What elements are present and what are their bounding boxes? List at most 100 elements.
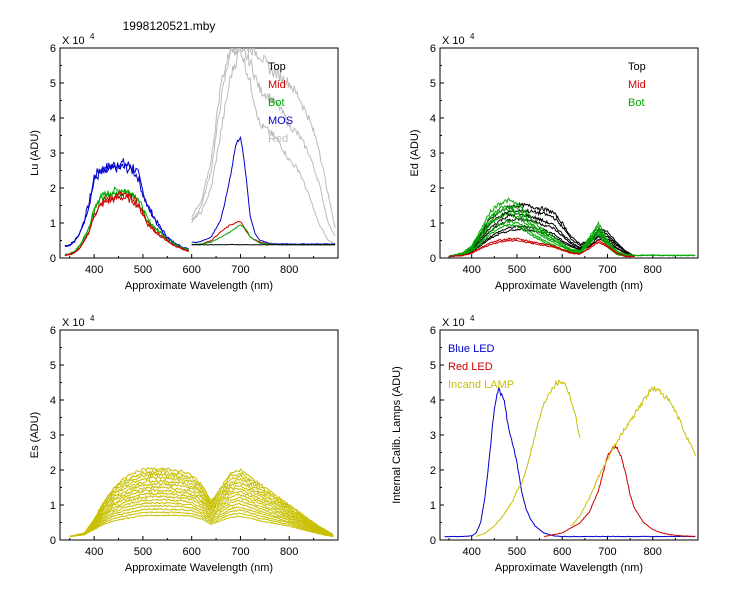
series-line-mos-b <box>64 162 189 250</box>
y-tick-label: 3 <box>430 148 436 160</box>
x-tick-label: 700 <box>231 264 249 276</box>
legend-entry-bot: Bot <box>628 97 645 109</box>
x-tick-label: 700 <box>598 264 616 276</box>
series-line-es-11 <box>69 479 334 537</box>
series-line-mos2 <box>191 135 336 245</box>
series-line-bot2 <box>191 224 336 246</box>
series-line-es-1 <box>69 510 334 538</box>
y-tick-label: 1 <box>50 500 56 512</box>
series-line-blue-led <box>444 387 696 538</box>
series-line-red2 <box>191 48 336 245</box>
x-tick-label: 600 <box>553 264 571 276</box>
series-line-es-4 <box>69 501 334 538</box>
series-line-es-2 <box>69 507 334 537</box>
x-axis-label: Approximate Wavelength (nm) <box>125 280 273 292</box>
plot-area <box>64 48 336 257</box>
x-tick-label: 500 <box>508 264 526 276</box>
series-line-es-5 <box>69 498 334 537</box>
legend-entry-top: Top <box>628 61 646 73</box>
legend-entry-mid: Mid <box>268 79 286 91</box>
plot-area <box>448 197 696 258</box>
series-line-incand-lamp-b <box>570 386 696 527</box>
series-line-bot-c <box>448 219 635 257</box>
x-axis-label: Approximate Wavelength (nm) <box>495 562 643 574</box>
y-tick-label: 0 <box>50 253 56 265</box>
series-line-red <box>191 48 336 237</box>
exponent-label: X 10 <box>62 35 85 47</box>
y-tick-label: 5 <box>430 360 436 372</box>
x-tick-label: 400 <box>85 546 103 558</box>
exponent-power: 4 <box>90 32 95 41</box>
x-tick-label: 800 <box>280 264 298 276</box>
series-line-red3 <box>191 48 336 229</box>
x-tick-label: 700 <box>598 546 616 558</box>
series-line-bot-c-b <box>448 223 635 257</box>
exponent-power: 4 <box>470 314 475 323</box>
series-line-mid-a <box>449 237 635 258</box>
x-tick-label: 800 <box>644 264 662 276</box>
series-line-incand-lamp-a <box>475 379 581 538</box>
y-tick-label: 3 <box>50 430 56 442</box>
y-tick-label: 0 <box>50 535 56 547</box>
y-tick-label: 6 <box>50 325 56 337</box>
y-tick-label: 4 <box>430 395 436 407</box>
panel-lu: 0 1 2 3 4 5 6 400 500 600 700 800 Approximate Wavele… <box>29 19 339 292</box>
legend-entry-top: Top <box>268 61 286 73</box>
plot-frame <box>59 47 339 259</box>
series-line-mid-b <box>64 193 189 257</box>
exponent-power: 4 <box>470 32 475 41</box>
y-tick-label: 2 <box>50 183 56 195</box>
y-tick-label: 5 <box>50 78 56 90</box>
y-axis-label: Ed (ADU) <box>409 129 421 176</box>
exponent-label: X 10 <box>442 35 465 47</box>
x-tick-label: 600 <box>183 264 201 276</box>
y-tick-label: 0 <box>430 535 436 547</box>
y-tick-label: 4 <box>50 113 56 125</box>
series-line-es-15 <box>69 466 334 538</box>
y-tick-label: 6 <box>50 43 56 55</box>
series-line-es-8 <box>69 488 334 537</box>
x-tick-label: 800 <box>280 546 298 558</box>
x-tick-label: 400 <box>85 264 103 276</box>
series-line-es-0 <box>69 514 334 538</box>
x-tick-label: 500 <box>134 264 152 276</box>
legend-entry-bot: Bot <box>268 97 285 109</box>
series-line-top-c-b <box>448 227 635 258</box>
exponent-label: X 10 <box>62 317 85 329</box>
panel-es: 0 1 2 3 4 5 6 400 500 600 700 800 Approximate Wavele… <box>29 314 339 574</box>
legend-entry-blue-led: Blue LED <box>448 343 495 355</box>
plot-frame <box>439 47 699 259</box>
y-tick-label: 3 <box>50 148 56 160</box>
x-tick-label: 800 <box>644 546 662 558</box>
x-tick-label: 600 <box>183 546 201 558</box>
x-tick-label: 700 <box>231 546 249 558</box>
series-line-es-3 <box>69 504 334 538</box>
y-tick-label: 5 <box>430 78 436 90</box>
chart-title: 1998120521.mby <box>123 19 216 33</box>
y-tick-label: 2 <box>430 465 436 477</box>
series-line-bot-b-b <box>448 212 635 258</box>
y-tick-label: 6 <box>430 325 436 337</box>
legend-entry-red: Red <box>268 133 288 145</box>
y-axis-label: Internal Calib. Lamps (ADU) <box>391 366 403 504</box>
y-tick-label: 2 <box>430 183 436 195</box>
x-axis-label: Approximate Wavelength (nm) <box>495 280 643 292</box>
y-tick-label: 2 <box>50 465 56 477</box>
legend-entry-red-led: Red LED <box>448 361 493 373</box>
y-axis-label: Lu (ADU) <box>29 130 41 176</box>
series-line-bot-b <box>448 207 635 257</box>
x-tick-label: 400 <box>463 546 481 558</box>
x-tick-label: 400 <box>463 264 481 276</box>
series-line-red-led <box>543 445 696 538</box>
series-line-es-7 <box>69 491 334 537</box>
series-line-es-9 <box>69 484 334 537</box>
series-line-es-6 <box>69 494 334 538</box>
y-tick-label: 0 <box>430 253 436 265</box>
y-axis-label: Es (ADU) <box>29 412 41 458</box>
series-line-top <box>191 243 336 246</box>
y-tick-label: 6 <box>430 43 436 55</box>
y-tick-label: 4 <box>430 113 436 125</box>
